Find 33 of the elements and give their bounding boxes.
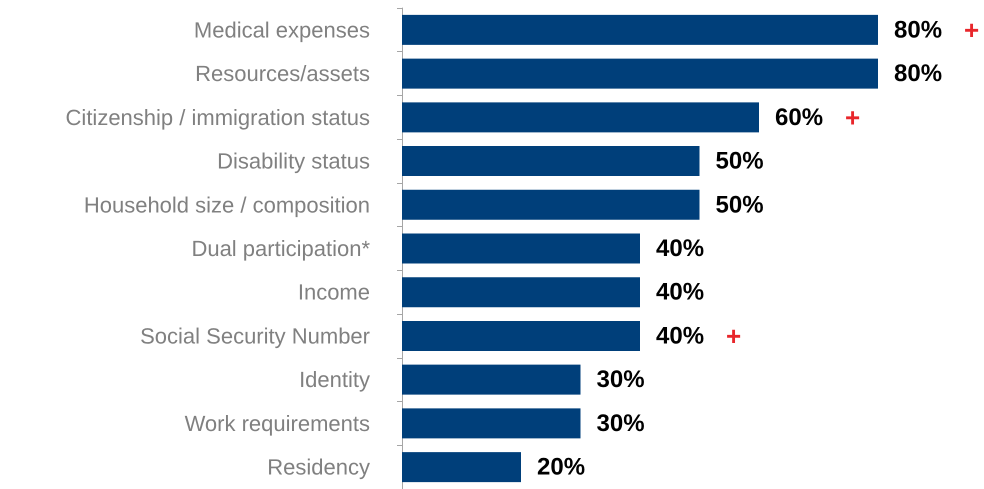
bar: [402, 190, 700, 220]
y-tick-label: Income: [298, 280, 370, 305]
data-label: 40%: [656, 278, 704, 306]
bar: [402, 408, 580, 438]
bar: [402, 14, 878, 45]
y-tick-label: Disability status: [217, 148, 370, 174]
bar: [402, 364, 580, 395]
y-tick-label: Medical expenses: [194, 17, 370, 42]
y-tick-label: Residency: [267, 454, 370, 480]
data-label: 80% +: [894, 14, 980, 45]
y-tick-label: Dual participation*: [191, 236, 370, 261]
bar: [402, 146, 700, 176]
bar: [402, 58, 878, 89]
data-label: 30%: [596, 410, 645, 437]
data-label: 80%: [894, 60, 942, 88]
y-tick-label: Identity: [299, 367, 370, 392]
y-tick-label: Resources/assets: [195, 61, 370, 86]
y-tick-label: Citizenship / immigration status: [66, 104, 370, 130]
data-label: 40%: [656, 235, 704, 262]
data-label: 30%: [596, 366, 645, 394]
y-tick-label: Work requirements: [184, 410, 370, 436]
data-label: 60% +: [775, 102, 860, 132]
bar: [402, 234, 640, 264]
y-tick-label: Social Security Number: [140, 323, 370, 348]
y-tick-label: Household size / composition: [84, 192, 370, 218]
data-label: 40% +: [656, 320, 742, 351]
bar: [402, 320, 640, 351]
bar: [402, 102, 759, 132]
data-label: 20%: [537, 454, 586, 481]
bar: [402, 452, 521, 482]
data-label: 50%: [716, 148, 764, 175]
bar: [402, 277, 640, 308]
data-label: 50%: [716, 191, 764, 218]
